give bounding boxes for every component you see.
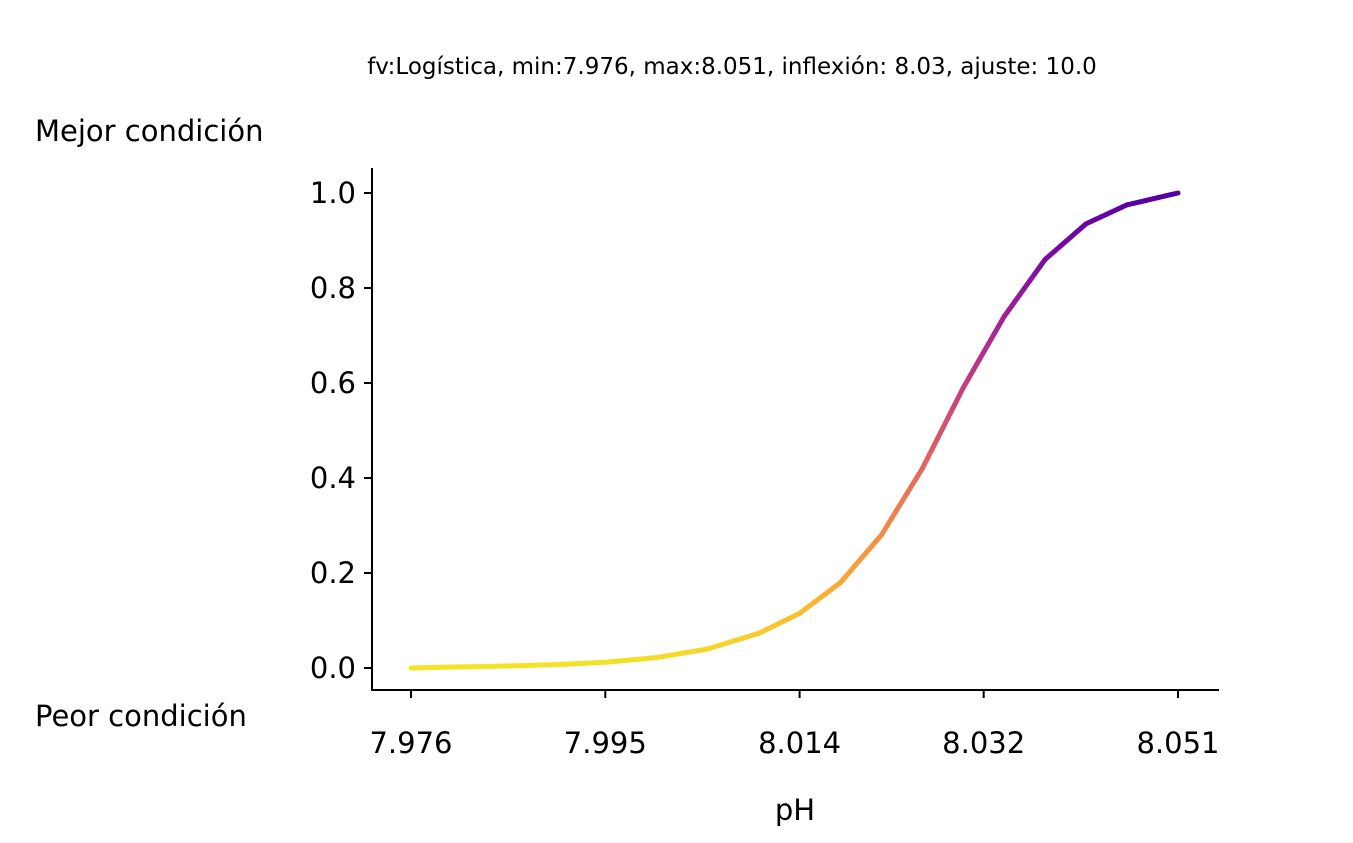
x-tick-label: 8.014 bbox=[758, 726, 841, 760]
x-tick-label: 8.032 bbox=[942, 726, 1025, 760]
worst-condition-label: Peor condición bbox=[35, 699, 247, 733]
series-segment bbox=[1169, 190, 1181, 197]
best-condition-label: Mejor condición bbox=[35, 114, 263, 148]
x-tick-label: 7.976 bbox=[369, 726, 452, 760]
y-tick-label: 0.6 bbox=[310, 366, 356, 400]
chart-title: fv:Logística, min:7.976, max:8.051, infl… bbox=[367, 54, 1097, 80]
x-ticks: 7.976 7.995 8.014 8.032 8.051 bbox=[369, 690, 1220, 760]
x-tick-label: 8.051 bbox=[1136, 726, 1219, 760]
y-tick-label: 0.2 bbox=[310, 556, 356, 590]
y-tick-label: 0.8 bbox=[310, 271, 356, 305]
x-tick-label: 7.995 bbox=[564, 726, 647, 760]
y-tick-label: 1.0 bbox=[310, 176, 356, 210]
y-ticks: 0.0 0.2 0.4 0.6 0.8 1.0 bbox=[310, 176, 372, 685]
series-line bbox=[408, 190, 1181, 671]
y-tick-label: 0.4 bbox=[310, 461, 356, 495]
y-tick-label: 0.0 bbox=[310, 651, 356, 685]
x-axis-label: pH bbox=[775, 793, 815, 827]
